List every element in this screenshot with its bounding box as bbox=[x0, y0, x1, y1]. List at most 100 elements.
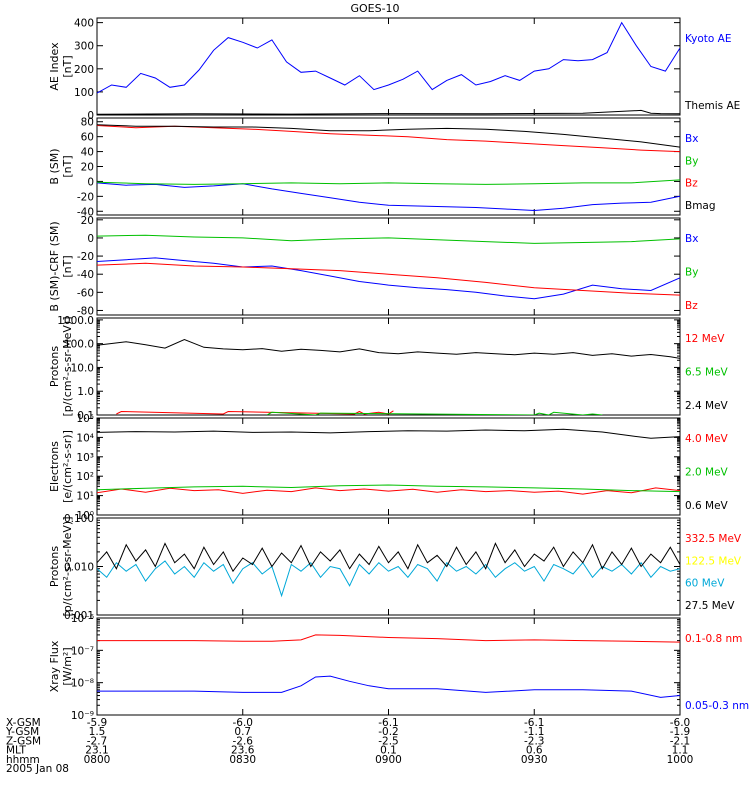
x-axis-value: 0930 bbox=[521, 754, 548, 766]
y-tick-label: 400 bbox=[74, 18, 94, 30]
panel-frame bbox=[96, 117, 681, 216]
x-axis-value: -6.0 bbox=[233, 717, 254, 729]
y-tick-label: 0.1 bbox=[77, 410, 94, 422]
y-tick-label: 10⁻⁹ bbox=[71, 710, 94, 722]
x-axis-value: 1000 bbox=[667, 754, 694, 766]
series-line-by bbox=[97, 234, 680, 244]
x-axis-value: -2.6 bbox=[233, 735, 254, 747]
legend-entry: Bx bbox=[685, 133, 698, 145]
y-axis-label: B (SM) bbox=[48, 148, 61, 184]
y-tick-label: 20 bbox=[81, 162, 94, 174]
panel-ae: 0 100 200 300 400 AE Index [nT] Kyoto AE Themis … bbox=[48, 17, 740, 122]
x-axis-value: 23.6 bbox=[231, 745, 255, 757]
y-axis-label: [nT] bbox=[61, 55, 74, 77]
legend-entry: Themis AE bbox=[684, 100, 740, 112]
x-axis-value: 1.1 bbox=[672, 745, 689, 757]
series-line-bmag bbox=[97, 124, 680, 148]
panel-bsmcrf: -80 -60 -40 -20 0 20 B (SM)-CRF (SM) [nT] Bx By Bz bbox=[48, 215, 698, 318]
series-line-27-5-mev bbox=[97, 542, 680, 573]
x-axis-value: -5.9 bbox=[87, 717, 108, 729]
panel-protons_low: 0.1 1.0 10.0 100.0 1000.0 Protons [p/(cm²-s-sr… bbox=[48, 315, 729, 422]
panel-frame bbox=[96, 217, 681, 316]
panel-frame bbox=[96, 617, 681, 716]
x-axis-value: -6.0 bbox=[670, 717, 691, 729]
series-line-by bbox=[97, 179, 680, 185]
y-tick-label: 1000.0 bbox=[57, 315, 94, 327]
legend-entry: 122.5 MeV bbox=[685, 555, 742, 567]
y-axis-label: B (SM)-CRF (SM) bbox=[48, 221, 61, 311]
x-axis-value: -2.1 bbox=[670, 735, 691, 747]
y-tick-label: 0 bbox=[87, 110, 94, 122]
x-axis-row-label: hhmm bbox=[6, 754, 40, 766]
x-axis-row-label: X-GSM bbox=[6, 717, 41, 729]
y-tick-label: 1.0 bbox=[77, 386, 94, 398]
x-axis-value: 0.6 bbox=[526, 745, 543, 757]
legend-entry: Bz bbox=[685, 300, 698, 312]
series-line-bx bbox=[97, 257, 680, 300]
x-axis-value: 1.5 bbox=[89, 726, 106, 738]
series-line-0-05-0-3-nm bbox=[97, 675, 680, 698]
y-tick-label: 100.0 bbox=[64, 339, 94, 351]
series-line-12-mev bbox=[116, 410, 394, 415]
y-tick-label: -40 bbox=[77, 206, 94, 218]
legend-entry: Kyoto AE bbox=[685, 33, 731, 45]
y-tick-label: 10⁻⁶ bbox=[71, 613, 94, 625]
y-tick-label: 40 bbox=[81, 147, 94, 159]
y-tick-label: 10⁴ bbox=[76, 432, 94, 444]
y-tick-label: 20 bbox=[81, 215, 94, 227]
legend-entry: By bbox=[685, 267, 698, 279]
legend-entry: 0.1-0.8 nm bbox=[685, 633, 742, 645]
y-tick-label: 80 bbox=[81, 117, 94, 129]
x-axis-value: 0830 bbox=[229, 754, 256, 766]
y-tick-label: 10⁻⁷ bbox=[71, 645, 94, 657]
series-line-0-1-0-8-nm bbox=[97, 634, 680, 643]
y-tick-label: 10.0 bbox=[71, 362, 94, 374]
y-tick-label: 10¹ bbox=[76, 491, 94, 503]
series-line-bz bbox=[97, 125, 680, 153]
y-tick-label: 10⁰ bbox=[76, 510, 94, 522]
x-axis-table: X-GSM -5.9 -6.0 -6.1 -6.1 -6.0 Y-GSM 1.5 0.7 -0.2… bbox=[5, 717, 693, 775]
y-tick-label: 0.100 bbox=[64, 513, 94, 525]
panel-bsm: -40 -20 0 20 40 60 80 B (SM) [nT] Bx By Bz Bmag bbox=[48, 117, 716, 219]
y-axis-label: [p/(cm²-s-sr-MeV)] bbox=[61, 317, 74, 417]
y-axis-label: AE Index bbox=[48, 42, 61, 91]
x-axis-date: 2005 Jan 08 bbox=[6, 763, 69, 775]
legend-entry: 2.0 MeV bbox=[685, 467, 729, 479]
x-axis-value: -1.9 bbox=[670, 726, 691, 738]
x-axis-value: -0.2 bbox=[378, 726, 399, 738]
y-tick-label: 10³ bbox=[76, 452, 94, 464]
legend-entry: Bmag bbox=[685, 200, 716, 212]
legend-entry: 0.6 MeV bbox=[685, 500, 729, 512]
panel-protons_high: 0.001 0.010 0.100 Protons [p/(cm²-s-sr-MeV)]… bbox=[48, 513, 742, 622]
y-tick-label: 10⁵ bbox=[76, 413, 94, 425]
x-axis-value: 23.1 bbox=[85, 745, 108, 757]
series-line-2-4-mev bbox=[97, 338, 680, 359]
y-axis-label: [W/m²] bbox=[61, 647, 74, 685]
x-axis-value: 0.1 bbox=[380, 745, 397, 757]
legend-entry: 6.5 MeV bbox=[685, 367, 729, 379]
x-axis-value: -2.3 bbox=[524, 735, 545, 747]
y-axis-label: Xray Flux bbox=[48, 640, 61, 692]
legend-entry: 60 MeV bbox=[685, 578, 725, 590]
y-tick-label: 0 bbox=[87, 233, 94, 245]
x-axis-value: -2.7 bbox=[87, 735, 108, 747]
x-axis-value: 0900 bbox=[375, 754, 402, 766]
y-tick-label: 0 bbox=[87, 176, 94, 188]
legend-entry: Bx bbox=[685, 233, 698, 245]
panel-frame bbox=[96, 417, 681, 516]
x-axis-value: -1.1 bbox=[524, 726, 545, 738]
y-tick-label: 0.010 bbox=[64, 562, 94, 574]
series-line-bz bbox=[97, 262, 680, 296]
x-axis-value: -6.1 bbox=[378, 717, 399, 729]
y-axis-label: Protons bbox=[48, 346, 61, 387]
series-line-6-5-mev bbox=[266, 411, 603, 415]
y-tick-label: -80 bbox=[77, 305, 94, 317]
panel-frame bbox=[96, 317, 681, 416]
figure-title: GOES-10 bbox=[350, 2, 399, 15]
legend-entry: Bz bbox=[685, 178, 698, 190]
series-line-60-mev bbox=[97, 560, 680, 598]
x-axis-value: 0800 bbox=[84, 754, 111, 766]
series-line-bx bbox=[97, 182, 680, 212]
y-axis-label: [e/(cm²-s-sr)] bbox=[61, 430, 74, 503]
